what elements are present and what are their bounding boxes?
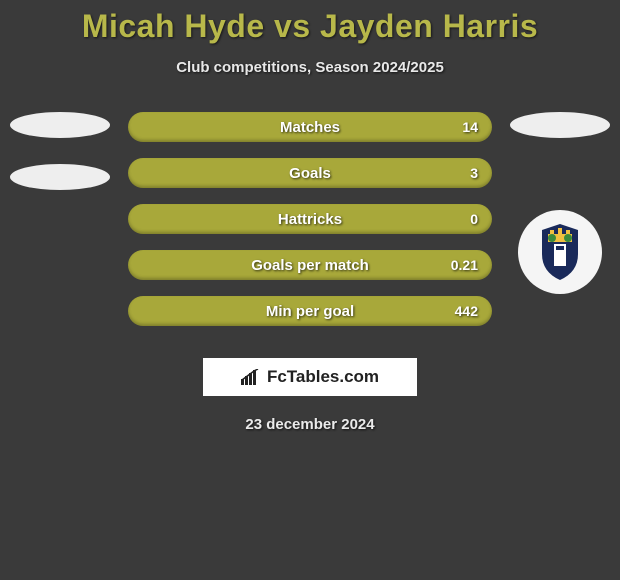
content-row: Matches 14 Goals 3 Hattricks 0 Goals per… xyxy=(0,112,620,342)
fctables-logo[interactable]: FcTables.com xyxy=(203,358,417,396)
crest-icon xyxy=(528,220,592,284)
bar-min-per-goal: Min per goal 442 xyxy=(128,296,492,326)
right-side-column xyxy=(510,112,610,294)
bar-goals: Goals 3 xyxy=(128,158,492,188)
right-ellipse-1 xyxy=(510,112,610,138)
bar-label-gpm: Goals per match xyxy=(251,257,369,274)
club-crest xyxy=(518,210,602,294)
bar-value-mpg: 442 xyxy=(455,303,478,319)
bar-value-hattricks: 0 xyxy=(470,211,478,227)
bar-label-goals: Goals xyxy=(289,165,331,182)
bar-matches: Matches 14 xyxy=(128,112,492,142)
date: 23 december 2024 xyxy=(0,416,620,433)
bar-value-gpm: 0.21 xyxy=(451,257,478,273)
chart-icon xyxy=(241,369,261,385)
bar-value-goals: 3 xyxy=(470,165,478,181)
bar-label-matches: Matches xyxy=(280,119,340,136)
bar-label-mpg: Min per goal xyxy=(266,303,354,320)
bar-hattricks: Hattricks 0 xyxy=(128,204,492,234)
logo-text: FcTables.com xyxy=(267,367,379,387)
bar-value-matches: 14 xyxy=(462,119,478,135)
left-side-column xyxy=(10,112,110,216)
page-title: Micah Hyde vs Jayden Harris xyxy=(0,8,620,45)
bar-goals-per-match: Goals per match 0.21 xyxy=(128,250,492,280)
stats-bars: Matches 14 Goals 3 Hattricks 0 Goals per… xyxy=(110,112,510,342)
bar-label-hattricks: Hattricks xyxy=(278,211,342,228)
subtitle: Club competitions, Season 2024/2025 xyxy=(0,59,620,76)
header: Micah Hyde vs Jayden Harris Club competi… xyxy=(0,0,620,76)
left-ellipse-1 xyxy=(10,112,110,138)
left-ellipse-2 xyxy=(10,164,110,190)
